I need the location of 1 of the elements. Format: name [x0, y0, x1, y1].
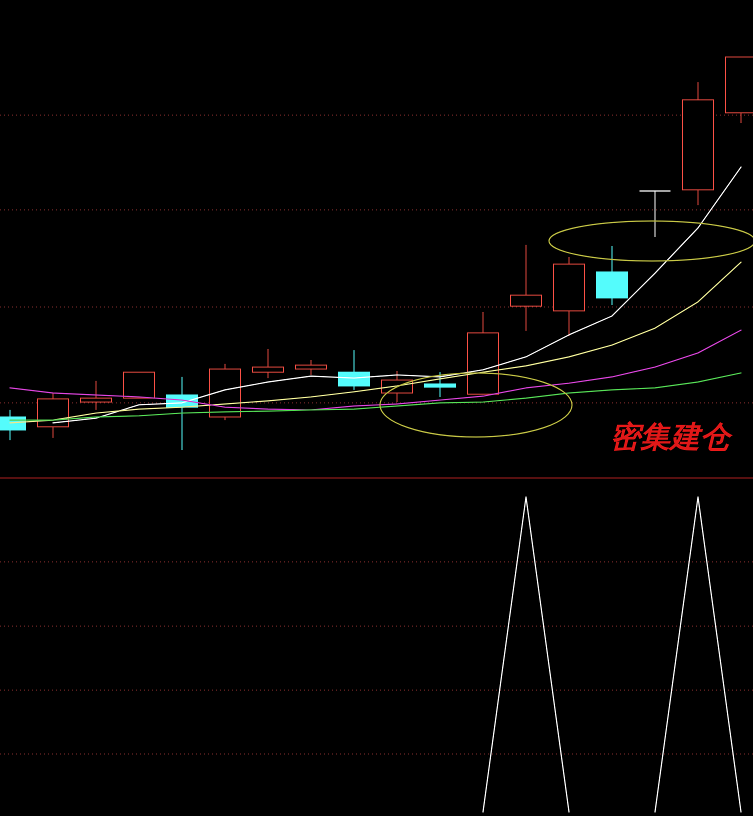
annotation: 密集建仓	[610, 420, 733, 455]
